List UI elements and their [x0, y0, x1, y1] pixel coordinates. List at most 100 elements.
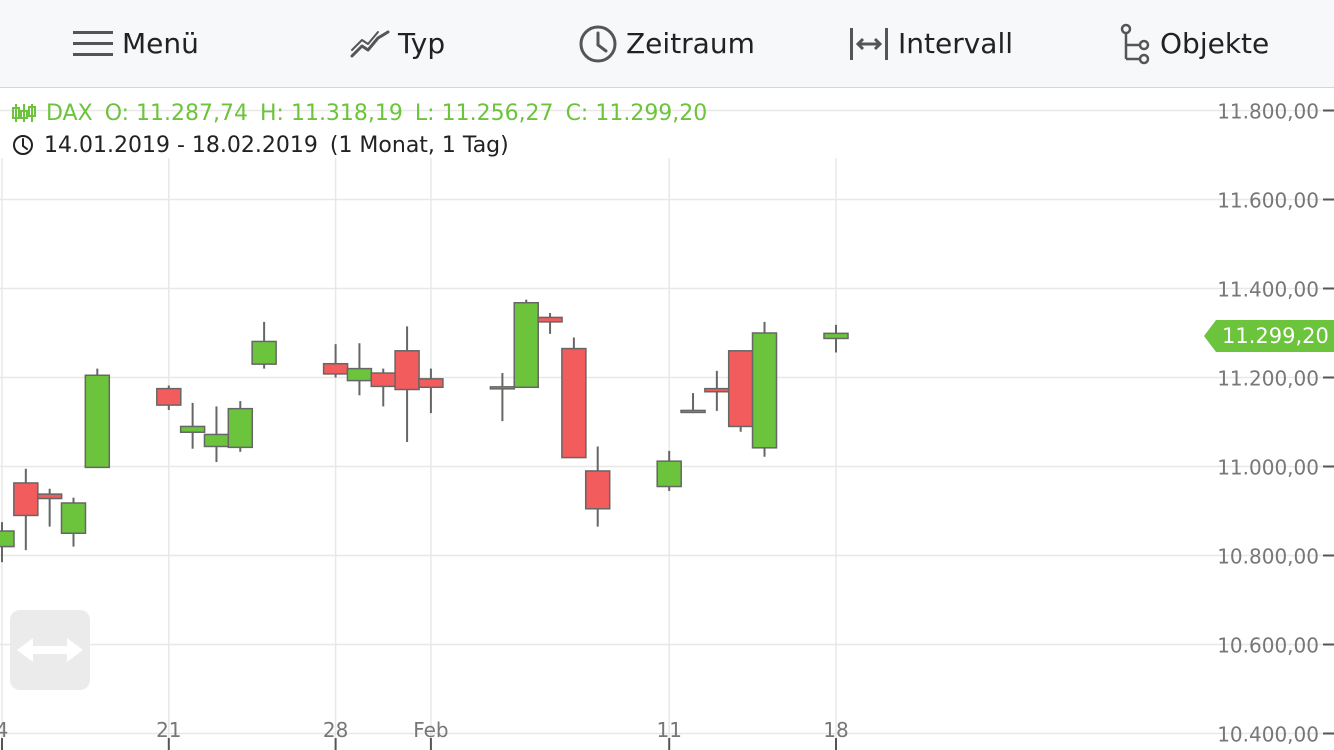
candle-body	[489, 386, 516, 390]
tree-objects-icon	[1120, 23, 1150, 64]
y-axis: 10.400,00 10.600,00 10.800,00 11.000,00 11.2…	[1217, 100, 1334, 747]
current-price-tag: 11.299,20	[1204, 320, 1334, 352]
candle-body	[203, 433, 230, 448]
objects-label: Objekte	[1160, 27, 1270, 60]
symbol-label: DAX	[46, 100, 93, 126]
candle-body	[36, 493, 63, 500]
candle	[823, 324, 849, 353]
candle	[751, 321, 778, 457]
candle-body	[680, 409, 706, 414]
interval-arrows-icon	[850, 27, 888, 60]
y-tick-label: 11.400,00	[1217, 278, 1319, 302]
candlestick-icon	[12, 104, 36, 122]
grid-lines	[0, 109, 1334, 738]
y-tick-label: 10.800,00	[1217, 545, 1319, 569]
candle	[561, 337, 587, 459]
candle	[656, 450, 682, 491]
candle	[537, 312, 563, 334]
line-chart-icon	[350, 30, 390, 57]
high-value: H: 11.318,19	[260, 100, 403, 126]
x-axis: 4 21 28 Feb 11 18	[0, 718, 849, 750]
candle-body	[156, 387, 182, 406]
candle-body	[60, 502, 87, 534]
candle	[513, 299, 539, 389]
current-price-label: 11.299,20	[1222, 324, 1329, 348]
x-tick-label: 4	[0, 718, 8, 742]
candles	[0, 299, 849, 563]
candle	[156, 385, 182, 410]
candle	[322, 344, 349, 378]
candle	[13, 468, 39, 551]
type-label: Typ	[398, 27, 446, 60]
low-value: L: 11.256,27	[414, 100, 554, 126]
menu-label: Menü	[122, 27, 199, 60]
y-tick-label: 11.600,00	[1217, 189, 1319, 213]
x-tick-label: 21	[156, 718, 181, 742]
chart-toolbar: Menü Typ Zeitraum Intervall	[0, 0, 1334, 88]
candle	[680, 393, 706, 414]
objects-button[interactable]: Objekte	[1118, 0, 1269, 87]
candle	[394, 326, 420, 443]
x-tick-label: 28	[323, 718, 348, 742]
candle-body	[823, 332, 849, 340]
scroll-toggle-button[interactable]	[10, 610, 90, 690]
y-tick-label: 11.200,00	[1217, 367, 1319, 391]
candle-body	[513, 301, 539, 389]
candle-body	[727, 350, 754, 428]
date-range: 14.01.2019 - 18.02.2019	[44, 132, 318, 158]
period-button[interactable]: Zeitraum	[578, 0, 755, 87]
candle	[346, 343, 373, 396]
price-tag-shape	[1204, 320, 1334, 352]
x-tick-label: 11	[656, 718, 681, 742]
candle	[418, 368, 444, 414]
y-tick-label: 11.800,00	[1217, 100, 1319, 124]
candle	[60, 497, 87, 547]
ohlc-row: DAX O: 11.287,74 H: 11.318,19 L: 11.256,27 C…	[12, 98, 707, 128]
candle	[227, 401, 254, 452]
candle-body	[751, 332, 778, 449]
close-value: C: 11.299,20	[565, 100, 708, 126]
x-tick-label: Feb	[413, 718, 448, 742]
period-label: Zeitraum	[626, 27, 755, 60]
candle	[370, 368, 397, 407]
y-tick-label: 10.400,00	[1217, 723, 1319, 747]
candle-body	[656, 460, 682, 488]
interval-label: Intervall	[898, 27, 1014, 60]
open-value: O: 11.287,74	[104, 100, 248, 126]
menu-button[interactable]: Menü	[72, 0, 199, 87]
interval-button[interactable]: Intervall	[848, 0, 1013, 87]
period-description: (1 Monat, 1 Tag)	[329, 132, 509, 158]
type-button[interactable]: Typ	[350, 0, 445, 87]
date-range-row: 14.01.2019 - 18.02.2019 (1 Monat, 1 Tag)	[12, 130, 707, 160]
horizontal-arrows-icon	[17, 638, 83, 662]
y-tick-label: 11.000,00	[1217, 456, 1319, 480]
candle	[727, 350, 754, 432]
candle-body	[584, 470, 611, 510]
candle	[489, 373, 516, 422]
candle-body	[370, 372, 397, 388]
candle-body	[251, 340, 277, 365]
candle	[179, 402, 206, 449]
y-tick-label: 10.600,00	[1217, 634, 1319, 658]
clock-icon	[579, 25, 617, 62]
candle	[84, 368, 111, 469]
hamburger-menu-icon	[73, 30, 113, 56]
chart-info-panel: DAX O: 11.287,74 H: 11.318,19 L: 11.256,27 C…	[12, 98, 707, 160]
candle	[584, 446, 611, 527]
candle-body	[84, 374, 111, 469]
candle	[203, 406, 230, 463]
candle	[0, 522, 15, 563]
candle-body	[13, 482, 39, 517]
candle-body	[227, 407, 254, 449]
candle-body	[0, 530, 15, 548]
candle-body	[704, 387, 730, 393]
candlestick-chart[interactable]: 10.400,00 10.600,00 10.800,00 11.000,00 11.2…	[0, 88, 1334, 750]
candle-body	[561, 347, 587, 459]
candle-body	[537, 316, 563, 323]
candle-body	[346, 367, 373, 382]
x-tick-label: 18	[823, 718, 848, 742]
candle-body	[179, 425, 206, 433]
candle	[36, 488, 63, 527]
clock-icon	[13, 135, 33, 155]
candle-body	[322, 362, 349, 375]
